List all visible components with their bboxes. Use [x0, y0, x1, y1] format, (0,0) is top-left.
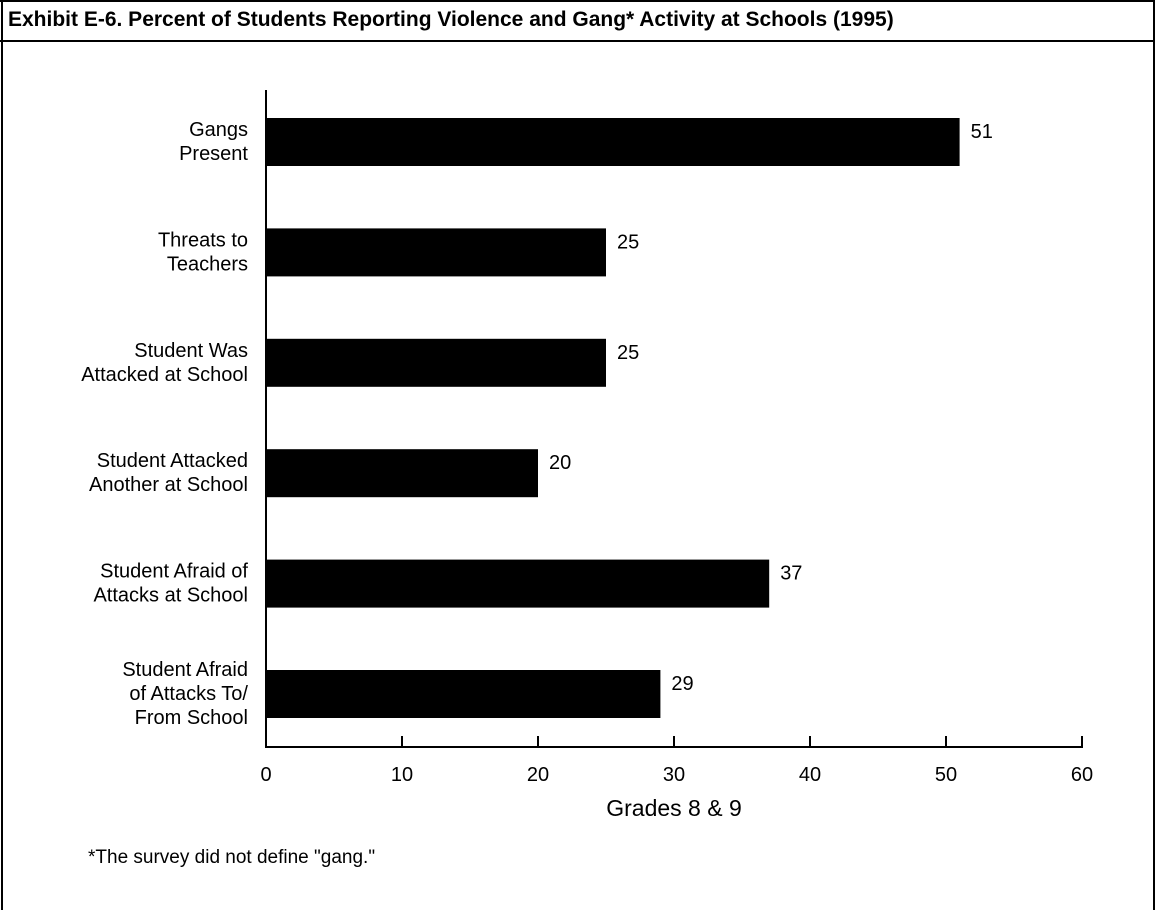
bar — [266, 560, 769, 608]
x-tick-label: 40 — [799, 764, 821, 786]
x-tick-label: 10 — [391, 764, 413, 786]
category-label: of Attacks To/ — [129, 683, 248, 705]
x-tick-label: 0 — [260, 764, 271, 786]
data-label: 29 — [671, 673, 693, 695]
bar — [266, 449, 538, 497]
category-label: Attacks at School — [93, 585, 248, 607]
bar — [266, 339, 606, 387]
category-label: Threats to — [158, 229, 248, 251]
x-tick-label: 60 — [1071, 764, 1093, 786]
category-label: Attacked at School — [81, 364, 248, 386]
category-label: Student Afraid — [122, 659, 248, 681]
category-label: From School — [135, 707, 248, 729]
data-label: 25 — [617, 231, 639, 253]
category-label: Gangs — [189, 119, 248, 141]
category-label: Student Attacked — [97, 450, 248, 472]
category-label: Another at School — [89, 474, 248, 496]
category-label: Present — [179, 143, 248, 165]
bar — [266, 228, 606, 276]
x-axis-title: Grades 8 & 9 — [606, 795, 742, 821]
data-label: 51 — [971, 121, 993, 143]
data-label: 25 — [617, 342, 639, 364]
data-label: 37 — [780, 563, 802, 585]
bar — [266, 670, 660, 718]
x-tick-label: 30 — [663, 764, 685, 786]
data-label: 20 — [549, 452, 571, 474]
footnote: *The survey did not define "gang." — [88, 847, 375, 869]
category-label: Teachers — [167, 253, 248, 275]
x-tick-label: 50 — [935, 764, 957, 786]
bar — [266, 118, 960, 166]
x-tick-label: 20 — [527, 764, 549, 786]
category-label: Student Afraid of — [100, 561, 248, 583]
category-label: Student Was — [134, 340, 248, 362]
